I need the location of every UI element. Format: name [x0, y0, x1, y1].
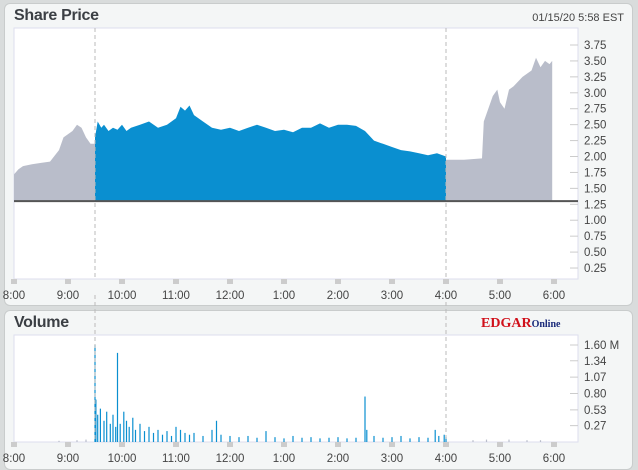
price-y-tick-label: 0.50	[584, 247, 606, 259]
price-y-tick-label: 2.25	[584, 136, 606, 148]
x-tick	[443, 442, 449, 447]
price-y-tick-label: 3.00	[584, 88, 606, 100]
x-tick	[389, 442, 395, 447]
x-tick	[389, 279, 395, 284]
price-x-tick-label: 3:00	[381, 290, 403, 302]
volume-x-tick-label: 5:00	[489, 453, 511, 465]
volume-y-tick-label: 0.27	[584, 421, 606, 433]
price-y-tick-label: 2.75	[584, 104, 606, 116]
price-x-tick-label: 1:00	[273, 290, 295, 302]
volume-x-tick-label: 8:00	[3, 453, 25, 465]
price-x-tick-label: 6:00	[543, 290, 565, 302]
x-tick	[551, 279, 557, 284]
price-x-tick-label: 12:00	[216, 290, 245, 302]
volume-x-tick-label: 2:00	[327, 453, 349, 465]
price-x-tick-label: 11:00	[162, 290, 190, 302]
price-y-tick-label: 0.75	[584, 231, 606, 243]
x-tick	[227, 442, 233, 447]
volume-x-tick-label: 1:00	[273, 453, 295, 465]
price-area-regular	[95, 105, 446, 202]
x-tick	[65, 442, 71, 447]
price-y-tick-label: 1.75	[584, 167, 606, 179]
timestamp: 01/15/20 5:58 EST	[532, 12, 624, 24]
volume-x-tick-label: 9:00	[57, 453, 79, 465]
price-y-tick-label: 1.25	[584, 199, 606, 211]
volume-y-tick-label: 1.60 M	[584, 340, 619, 352]
volume-x-tick-label: 3:00	[381, 453, 403, 465]
volume-x-tick-label: 10:00	[108, 453, 137, 465]
price-y-tick-label: 2.00	[584, 152, 606, 164]
volume-title: Volume	[14, 314, 69, 331]
price-y-tick-label: 3.50	[584, 56, 606, 68]
volume-x-tick-label: 4:00	[435, 453, 457, 465]
x-tick	[119, 279, 125, 284]
edgar-online-logo: EDGAROnline	[481, 316, 561, 331]
x-tick	[11, 279, 17, 284]
volume-y-tick-label: 0.53	[584, 405, 606, 417]
x-tick	[335, 442, 341, 447]
price-x-tick-label: 8:00	[3, 290, 25, 302]
share-price-title: Share Price	[14, 7, 99, 24]
x-tick	[227, 279, 233, 284]
x-tick	[119, 442, 125, 447]
x-tick	[11, 442, 17, 447]
price-x-tick-label: 2:00	[327, 290, 349, 302]
x-tick	[281, 442, 287, 447]
price-y-tick-label: 1.00	[584, 215, 606, 227]
price-y-tick-label: 2.50	[584, 120, 606, 132]
volume-y-tick-label: 1.07	[584, 372, 606, 384]
price-x-tick-label: 4:00	[435, 290, 457, 302]
price-y-tick-label: 0.25	[584, 263, 606, 275]
price-area-post	[446, 57, 553, 202]
price-y-tick-label: 1.50	[584, 183, 606, 195]
x-tick	[173, 279, 179, 284]
x-tick	[497, 442, 503, 447]
x-tick	[281, 279, 287, 284]
volume-x-tick-label: 12:00	[216, 453, 245, 465]
price-y-tick-label: 3.75	[584, 40, 606, 52]
x-tick	[65, 279, 71, 284]
x-tick	[551, 442, 557, 447]
price-x-tick-label: 10:00	[108, 290, 137, 302]
volume-x-tick-label: 6:00	[543, 453, 565, 465]
price-x-tick-label: 9:00	[57, 290, 79, 302]
price-area-pre	[14, 124, 95, 202]
x-tick	[173, 442, 179, 447]
x-tick	[335, 279, 341, 284]
x-tick	[443, 279, 449, 284]
volume-y-tick-label: 0.80	[584, 389, 606, 401]
volume-plot-area	[13, 334, 579, 443]
price-y-tick-label: 3.25	[584, 72, 606, 84]
price-x-tick-label: 5:00	[489, 290, 511, 302]
volume-x-tick-label: 11:00	[162, 453, 190, 465]
volume-y-tick-label: 1.34	[584, 356, 607, 368]
x-tick	[497, 279, 503, 284]
